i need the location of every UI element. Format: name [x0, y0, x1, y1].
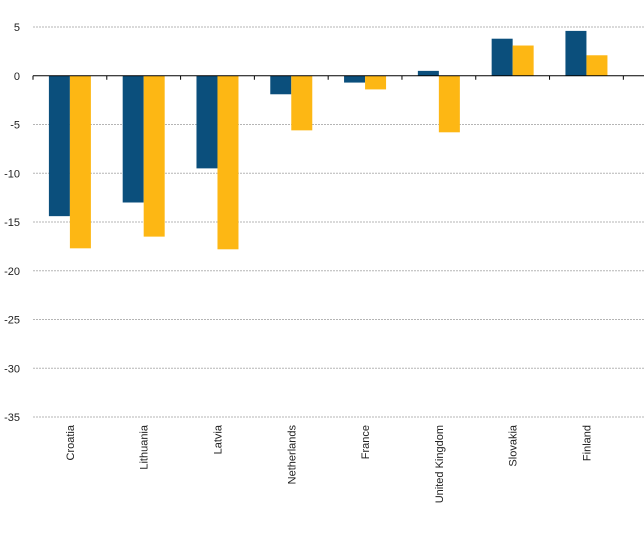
category-label: Netherlands: [286, 425, 298, 485]
bar-series-1: [491, 38, 513, 76]
bar-series-1: [417, 70, 439, 76]
category-label: Finland: [581, 425, 593, 461]
y-tick-label: -30: [4, 363, 20, 375]
bar-series-1: [122, 75, 144, 203]
bar-series-1: [565, 30, 587, 76]
y-tick-label: 5: [14, 22, 20, 34]
category-label: United Kingdom: [434, 425, 446, 503]
bar-series-1: [270, 75, 292, 95]
bar-series-2: [291, 75, 313, 131]
bar-series-2: [217, 75, 239, 250]
bar-series-1: [196, 75, 218, 169]
bar-series-2: [365, 75, 387, 90]
y-tick-label: -25: [4, 315, 20, 327]
category-label: Latvia: [212, 424, 224, 454]
category-label: Lithuania: [139, 424, 151, 470]
bar-series-2: [438, 75, 460, 133]
bar-series-2: [143, 75, 165, 237]
y-tick-label: -10: [4, 168, 20, 180]
bar-series-2: [586, 55, 608, 76]
y-tick-label: -5: [10, 120, 20, 132]
bar-series-1: [48, 75, 70, 217]
y-tick-label: 0: [14, 71, 20, 83]
bar-series-1: [344, 75, 366, 83]
y-tick-label: -15: [4, 217, 20, 229]
y-tick-label: -20: [4, 266, 20, 278]
category-label: Croatia: [65, 424, 77, 460]
bar-series-2: [512, 45, 534, 76]
y-axis-ticks: 5 0 -5 -10 -15 -20 -25 -30 -35: [4, 22, 20, 424]
bar-series-2: [69, 75, 91, 249]
bars: [48, 30, 608, 250]
category-label: Slovakia: [508, 424, 520, 466]
x-axis-categories: Croatia Lithuania Latvia Netherlands France U…: [32, 75, 624, 503]
y-tick-label: -35: [4, 412, 20, 424]
category-label: France: [360, 425, 372, 459]
